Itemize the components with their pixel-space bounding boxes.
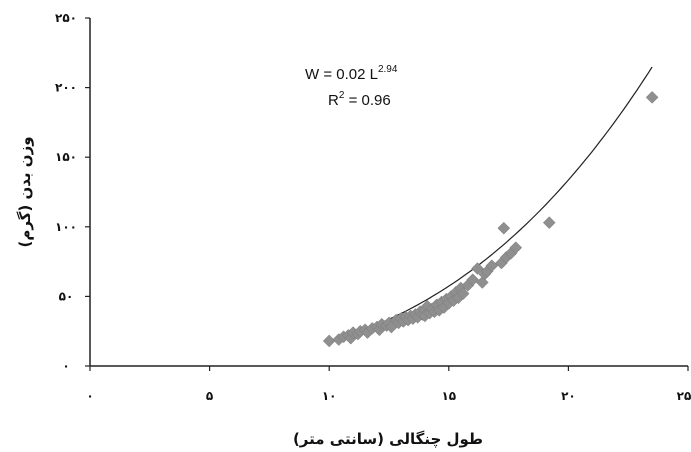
y-tick-label: ۲۵۰ — [55, 11, 77, 25]
x-tick-label: ۱۰ — [322, 389, 337, 403]
y-tick-label: ۲۰۰ — [55, 81, 77, 95]
data-points — [322, 90, 659, 348]
x-axis-title: طول چنگالی (سانتی متر) — [293, 430, 483, 449]
y-ticks: ۰ ۵۰ ۱۰۰ ۱۵۰ ۲۰۰ ۲۵۰ — [55, 11, 90, 373]
y-tick-label: ۱۰۰ — [55, 220, 77, 234]
axes — [89, 18, 688, 367]
data-point — [466, 273, 480, 287]
y-tick-label: ۰ — [62, 359, 69, 373]
data-point — [645, 90, 659, 104]
data-point — [456, 287, 470, 300]
equation-label: W = 0.02 L2.94 — [305, 64, 398, 83]
x-tick-label: ۲۰ — [561, 389, 576, 403]
data-point — [322, 334, 336, 348]
y-tick-label: ۱۵۰ — [55, 150, 77, 164]
data-point — [542, 216, 556, 229]
x-tick-label: ۲۵ — [677, 389, 691, 403]
data-point — [497, 221, 511, 235]
x-ticks: ۰ ۵ ۱۰ ۱۵ ۲۰ ۲۵ — [86, 366, 691, 403]
r-squared-label: R2 = 0.96 — [328, 90, 391, 109]
x-tick-label: ۵ — [206, 389, 213, 403]
y-tick-label: ۵۰ — [59, 289, 74, 303]
y-axis-title: وزن بدن (گرم) — [16, 136, 34, 247]
x-tick-label: ۱۵ — [441, 389, 456, 403]
x-tick-label: ۰ — [86, 389, 93, 403]
data-point — [471, 262, 484, 275]
data-point — [509, 241, 523, 255]
